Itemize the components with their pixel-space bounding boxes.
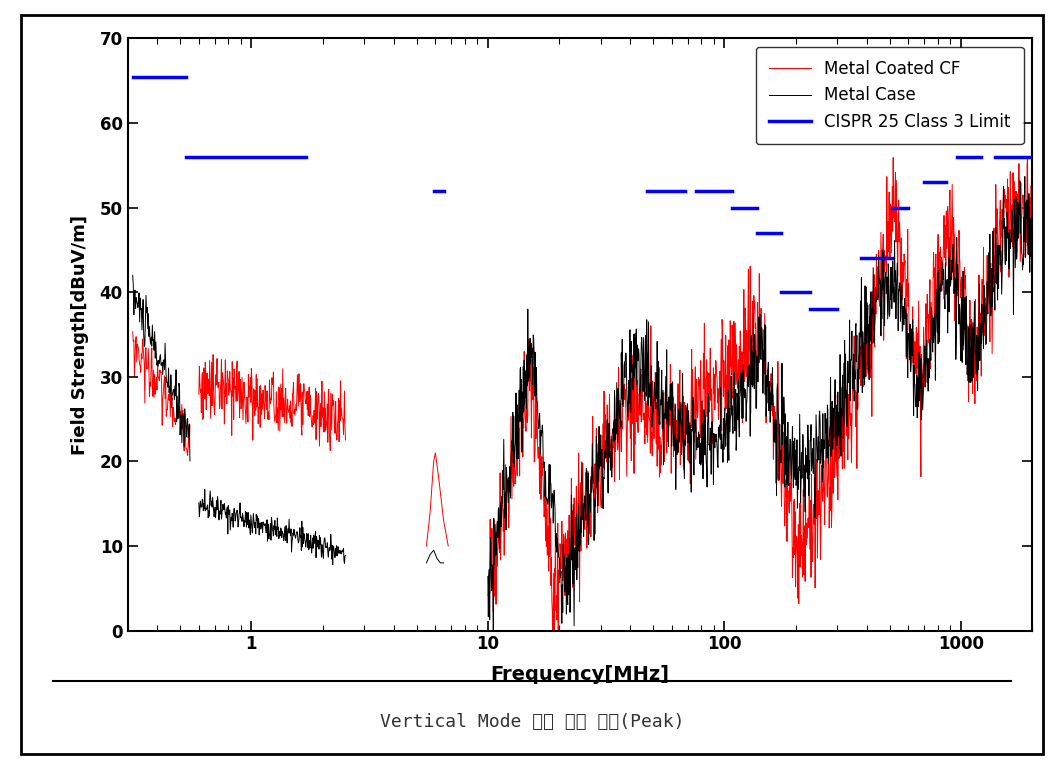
- Y-axis label: Field Strength[dBuV/m]: Field Strength[dBuV/m]: [70, 215, 88, 454]
- Line: Metal Coated CF: Metal Coated CF: [133, 331, 190, 455]
- Line: Metal Case: Metal Case: [133, 275, 190, 461]
- Metal Case: [184, 456, 197, 465]
- Metal Case: [127, 271, 139, 280]
- Metal Coated CF: [127, 327, 139, 336]
- Metal Coated CF: [139, 343, 152, 352]
- CISPR 25 Class 3 Limit: [127, 72, 139, 82]
- Metal Coated CF: [161, 404, 173, 414]
- Metal Coated CF: [181, 451, 194, 460]
- Metal Coated CF: [179, 428, 192, 438]
- Metal Coated CF: [137, 351, 150, 361]
- CISPR 25 Class 3 Limit: [180, 72, 193, 82]
- Metal Coated CF: [184, 421, 197, 430]
- Metal Case: [181, 415, 194, 424]
- Metal Coated CF: [181, 448, 194, 457]
- X-axis label: Frequency[MHz]: Frequency[MHz]: [491, 664, 669, 684]
- Metal Case: [155, 358, 168, 368]
- Metal Case: [139, 291, 152, 300]
- Metal Case: [137, 329, 150, 338]
- Metal Case: [161, 378, 173, 387]
- Legend: Metal Coated CF, Metal Case, CISPR 25 Class 3 Limit: Metal Coated CF, Metal Case, CISPR 25 Cl…: [755, 47, 1024, 144]
- Text: Vertical Mode 결과 비교 분석(Peak): Vertical Mode 결과 비교 분석(Peak): [380, 713, 684, 731]
- Metal Case: [179, 417, 192, 426]
- Metal Coated CF: [155, 421, 168, 430]
